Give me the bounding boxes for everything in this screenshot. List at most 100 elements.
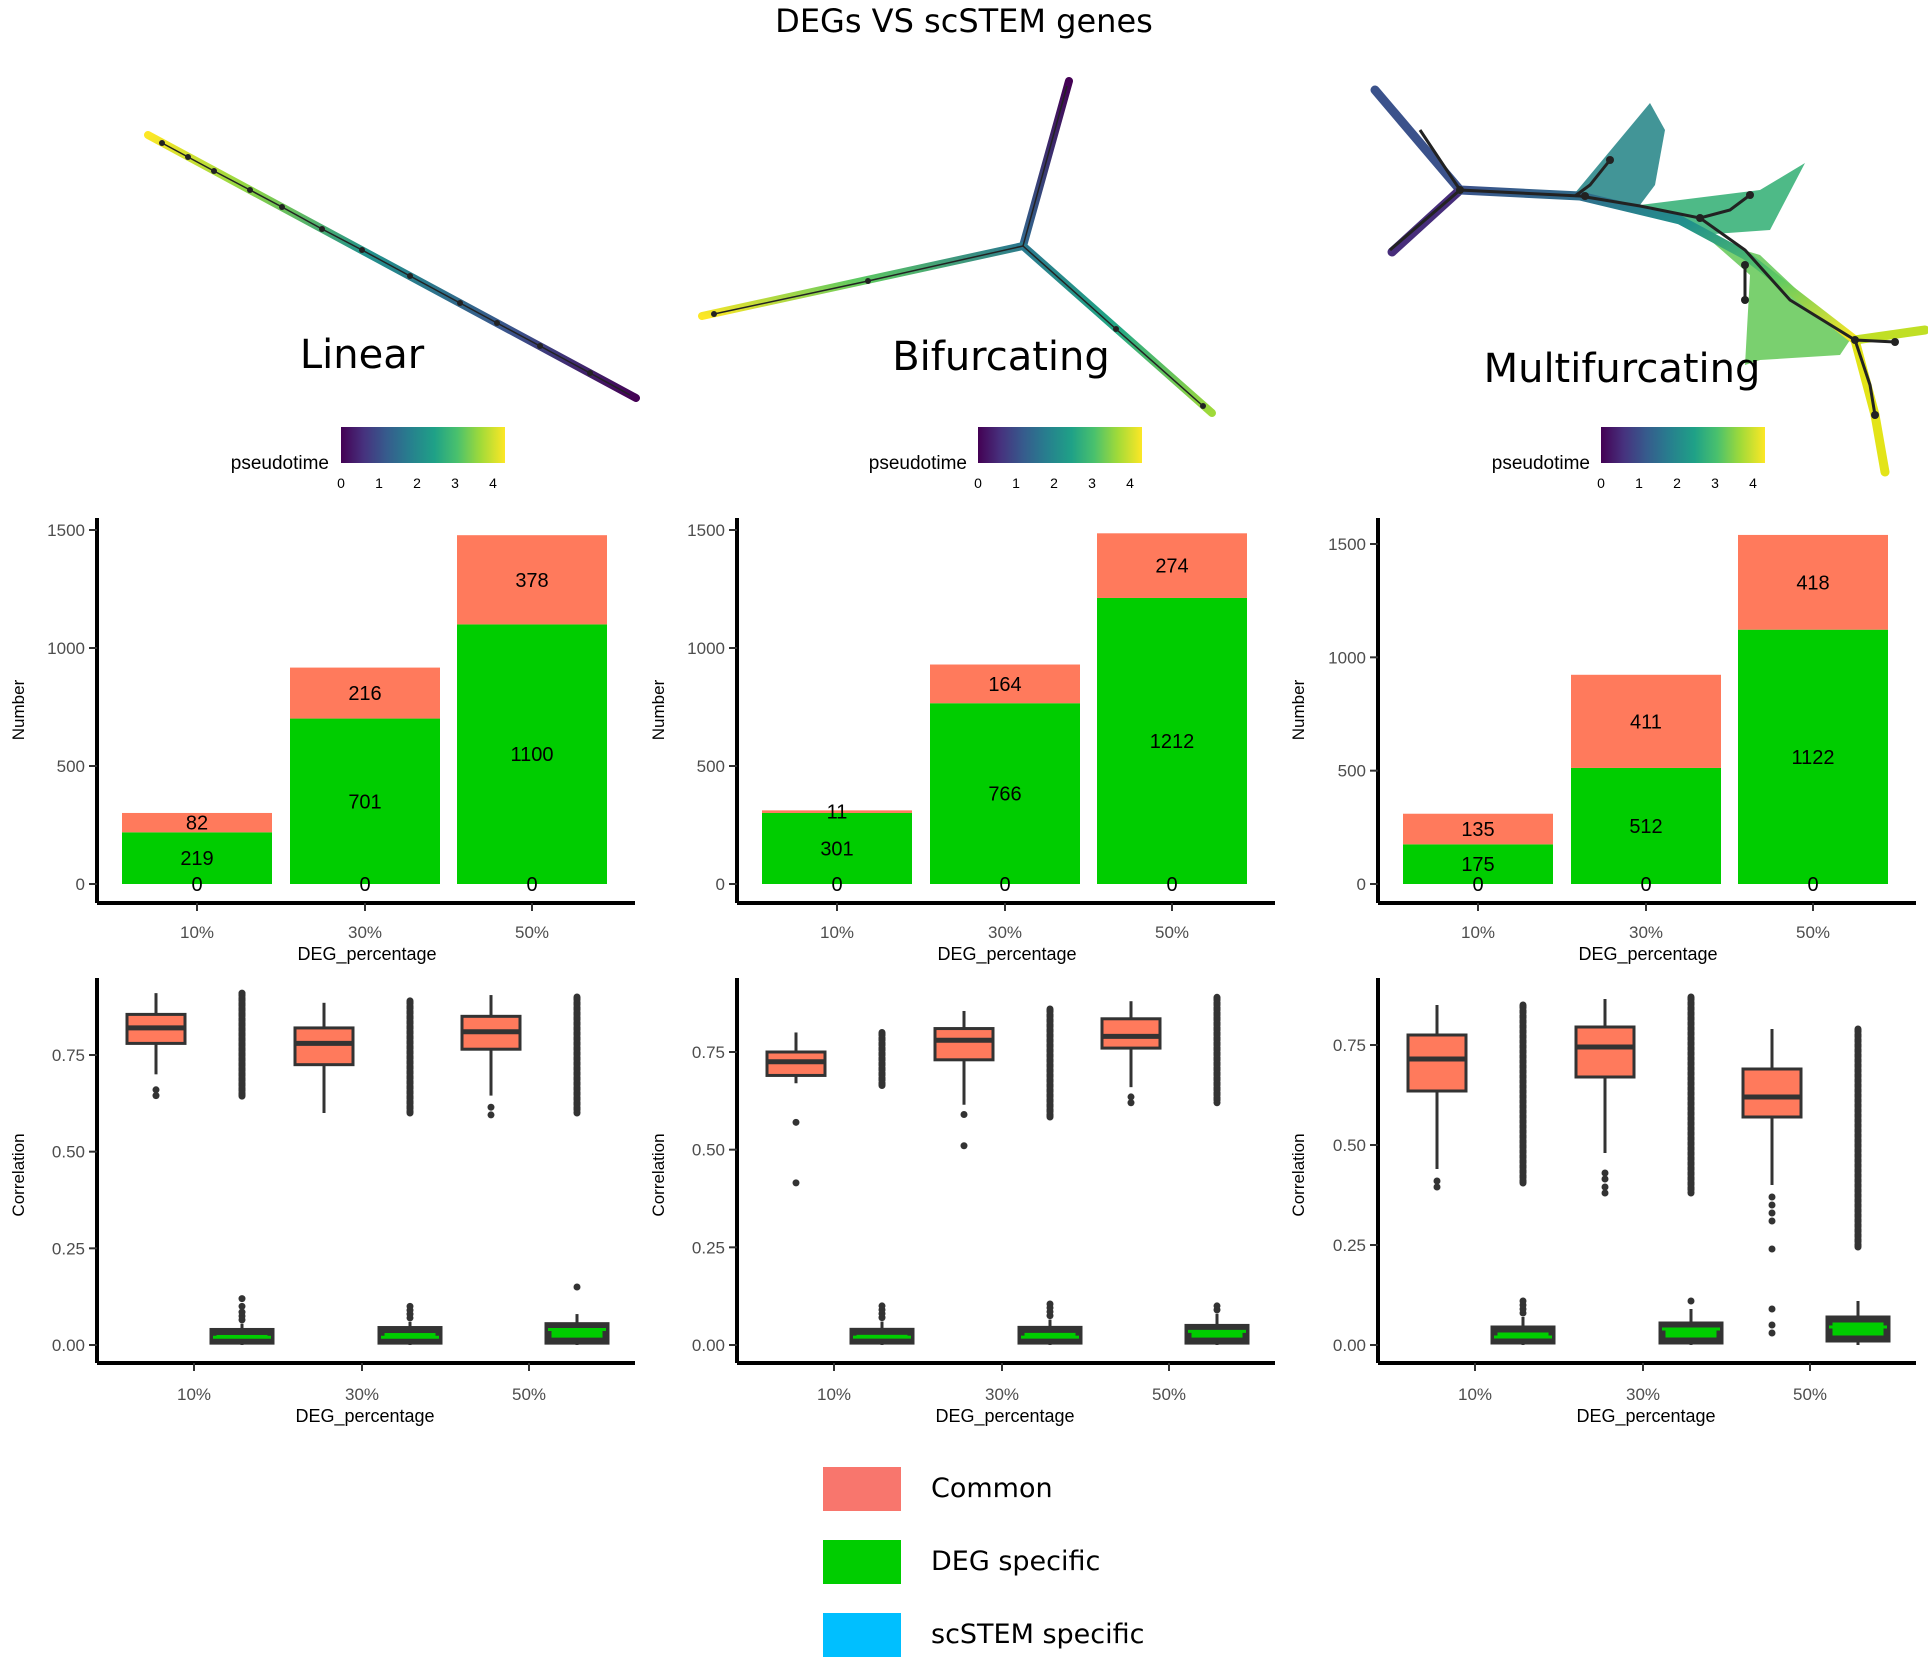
bar-common <box>1571 674 1721 768</box>
outlier-point <box>152 1086 160 1094</box>
data-label-common: 378 <box>515 570 548 592</box>
data-label-deg-specific: 301 <box>820 838 853 860</box>
x-axis-title: DEG_percentage <box>1576 1406 1715 1427</box>
y-tick-label: 1500 <box>687 521 725 540</box>
bar-chart-multifurcating: 050010001500Number135175010%411512030%41… <box>1289 518 1916 965</box>
y-tick-label: 0.00 <box>692 1336 725 1355</box>
y-axis-title: Number <box>9 679 28 740</box>
svg-text:3: 3 <box>451 475 459 491</box>
x-axis-title: DEG_percentage <box>935 1406 1074 1427</box>
colorbar-label: pseudotime <box>1492 453 1590 474</box>
trajectory-principal-curve <box>1022 245 1204 407</box>
outlier-point <box>1519 1297 1527 1305</box>
svg-text:1: 1 <box>1012 475 1020 491</box>
legend-item-deg-specific: DEG specific <box>823 1540 1323 1584</box>
legend-swatch-scstem-specific <box>823 1613 901 1657</box>
outlier-point <box>573 1283 581 1291</box>
legend-label-common: Common <box>931 1473 1053 1504</box>
y-tick-label: 0.50 <box>52 1143 85 1162</box>
colorbar-ticks: 0 1 2 3 4 <box>1597 475 1757 491</box>
box-common <box>933 1027 995 1062</box>
box-deg-specific <box>1184 1323 1250 1345</box>
data-label-common: 164 <box>988 674 1021 696</box>
y-tick-label: 0.50 <box>1333 1136 1366 1155</box>
y-tick-label: 0.25 <box>1333 1236 1366 1255</box>
y-tick-label: 0 <box>76 875 85 894</box>
colorbar-bifurcating: pseudotime 0 1 2 3 4 <box>869 427 1142 491</box>
data-label-common: 11 <box>827 802 848 824</box>
outlier-point <box>878 1302 886 1310</box>
svg-text:2: 2 <box>1050 475 1058 491</box>
legend-swatch-deg-specific <box>823 1540 901 1584</box>
figure-title: DEGs VS scSTEM genes <box>775 2 1153 40</box>
y-tick-label: 0 <box>716 875 725 894</box>
x-tick-label: 30% <box>348 923 382 942</box>
bar-deg-specific <box>290 718 440 884</box>
svg-text:4: 4 <box>1126 475 1134 491</box>
y-tick-label: 1000 <box>1328 648 1366 667</box>
x-tick-label: 10% <box>1461 923 1495 942</box>
y-tick-label: 0.50 <box>692 1141 725 1160</box>
outlier-point <box>238 1295 246 1303</box>
outlier-point <box>1601 1183 1609 1191</box>
colorbar-multifurcating: pseudotime 0 1 2 3 4 <box>1492 427 1765 491</box>
cell-cloud <box>1710 240 1850 365</box>
x-axis-title: DEG_percentage <box>295 1406 434 1427</box>
x-tick-label: 10% <box>820 923 854 942</box>
cell-cloud <box>1575 103 1665 205</box>
outlier-point <box>1768 1209 1776 1217</box>
outlier-point <box>1127 1093 1135 1101</box>
trajectory-nodes <box>159 140 593 376</box>
data-label-common: 411 <box>1630 711 1662 733</box>
bar-common <box>762 810 912 813</box>
data-label-deg-specific: 701 <box>348 791 381 813</box>
outlier-point <box>960 1111 968 1119</box>
svg-text:0: 0 <box>337 475 345 491</box>
svg-text:3: 3 <box>1711 475 1719 491</box>
data-label-deg-specific: 1100 <box>510 744 553 766</box>
trajectory-principal-curve <box>1699 193 1751 220</box>
outlier-point <box>487 1103 495 1111</box>
x-tick-label: 30% <box>1629 923 1663 942</box>
colorbar-label: pseudotime <box>869 453 967 474</box>
box-deg-specific <box>1825 1315 1891 1343</box>
data-label-deg-specific: 766 <box>988 784 1021 806</box>
y-tick-label: 0.25 <box>692 1238 725 1257</box>
box-deg-specific <box>377 1326 443 1345</box>
data-label-common: 216 <box>348 683 381 705</box>
colorbar-label: pseudotime <box>231 453 329 474</box>
y-tick-label: 1500 <box>1328 535 1366 554</box>
box-deg-specific <box>1017 1325 1083 1345</box>
bar-chart-bifurcating: 0 500 1000 1500 Number 11 301 0 10% 164 766 0 30% 274… <box>649 518 1275 965</box>
box-deg-specific <box>1658 1321 1724 1345</box>
trajectory-panel-multifurcating: Multifurcating <box>1370 85 1928 477</box>
outlier-point <box>792 1118 800 1126</box>
box-common <box>1406 1033 1468 1093</box>
svg-text:4: 4 <box>1749 475 1757 491</box>
legend-item-common: Common <box>823 1467 1323 1511</box>
data-label-deg-specific: 512 <box>1629 816 1662 838</box>
data-label-common: 82 <box>186 813 208 835</box>
data-label-scstem-specific: 0 <box>1472 874 1483 896</box>
trajectory-branch <box>1850 335 1890 477</box>
trajectory-panel-bifurcating: Bifurcating <box>698 77 1216 417</box>
x-axis-title: DEG_percentage <box>1578 944 1717 965</box>
y-axis-title: Number <box>649 679 668 740</box>
panel-title-bifurcating: Bifurcating <box>892 334 1110 380</box>
colorbar-gradient <box>341 427 505 463</box>
data-label-deg-specific: 1212 <box>1150 731 1195 753</box>
outlier-point <box>960 1142 968 1150</box>
trajectory-branch <box>1850 325 1928 345</box>
data-label-common: 274 <box>1155 556 1188 578</box>
y-tick-label: 500 <box>697 757 725 776</box>
x-tick-label: 10% <box>180 923 214 942</box>
x-axis-title: DEG_percentage <box>937 944 1076 965</box>
outlier-point <box>792 1179 800 1187</box>
data-label-deg-specific: 1122 <box>1791 747 1834 769</box>
bar-common <box>457 535 607 625</box>
data-label-scstem-specific: 0 <box>191 874 202 896</box>
bar-common <box>930 664 1080 704</box>
x-tick-label: 10% <box>817 1385 851 1404</box>
panel-title-multifurcating: Multifurcating <box>1484 346 1761 392</box>
